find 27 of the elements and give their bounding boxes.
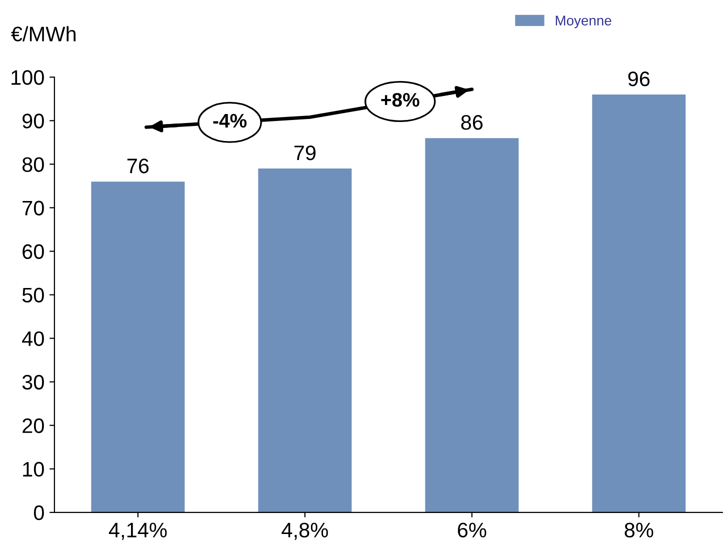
y-tick-label: 100 <box>12 70 44 85</box>
bar <box>258 168 352 512</box>
x-tick-label: 8% <box>624 522 654 538</box>
y-tick-label: 10 <box>23 462 44 477</box>
y-tick-label: 90 <box>22 114 44 128</box>
data-label: 76 <box>127 158 149 174</box>
y-tick-label: 70 <box>22 200 44 216</box>
data-label: 79 <box>294 146 316 160</box>
bar <box>425 138 519 512</box>
annotation: +8% <box>381 92 420 107</box>
y-tick-label: 50 <box>22 288 44 303</box>
annotation: -4% <box>213 114 247 128</box>
y-axis-title: €/MWh <box>11 26 76 42</box>
data-label: 86 <box>461 115 483 130</box>
x-tick-label: 4,8% <box>282 522 328 540</box>
data-label: 96 <box>628 72 650 86</box>
x-tick-label: 4,14% <box>108 522 167 540</box>
y-tick-label: 40 <box>22 331 44 346</box>
legend-label: Moyenne <box>556 16 612 28</box>
y-tick-label: 20 <box>22 418 44 434</box>
y-tick-label: 60 <box>22 244 44 260</box>
y-tick-label: 30 <box>22 374 44 390</box>
bar <box>592 94 686 512</box>
bar <box>91 182 185 512</box>
y-tick-label: 0 <box>34 505 44 520</box>
y-tick-label: 80 <box>22 157 44 172</box>
x-tick-label: 6% <box>458 522 486 538</box>
